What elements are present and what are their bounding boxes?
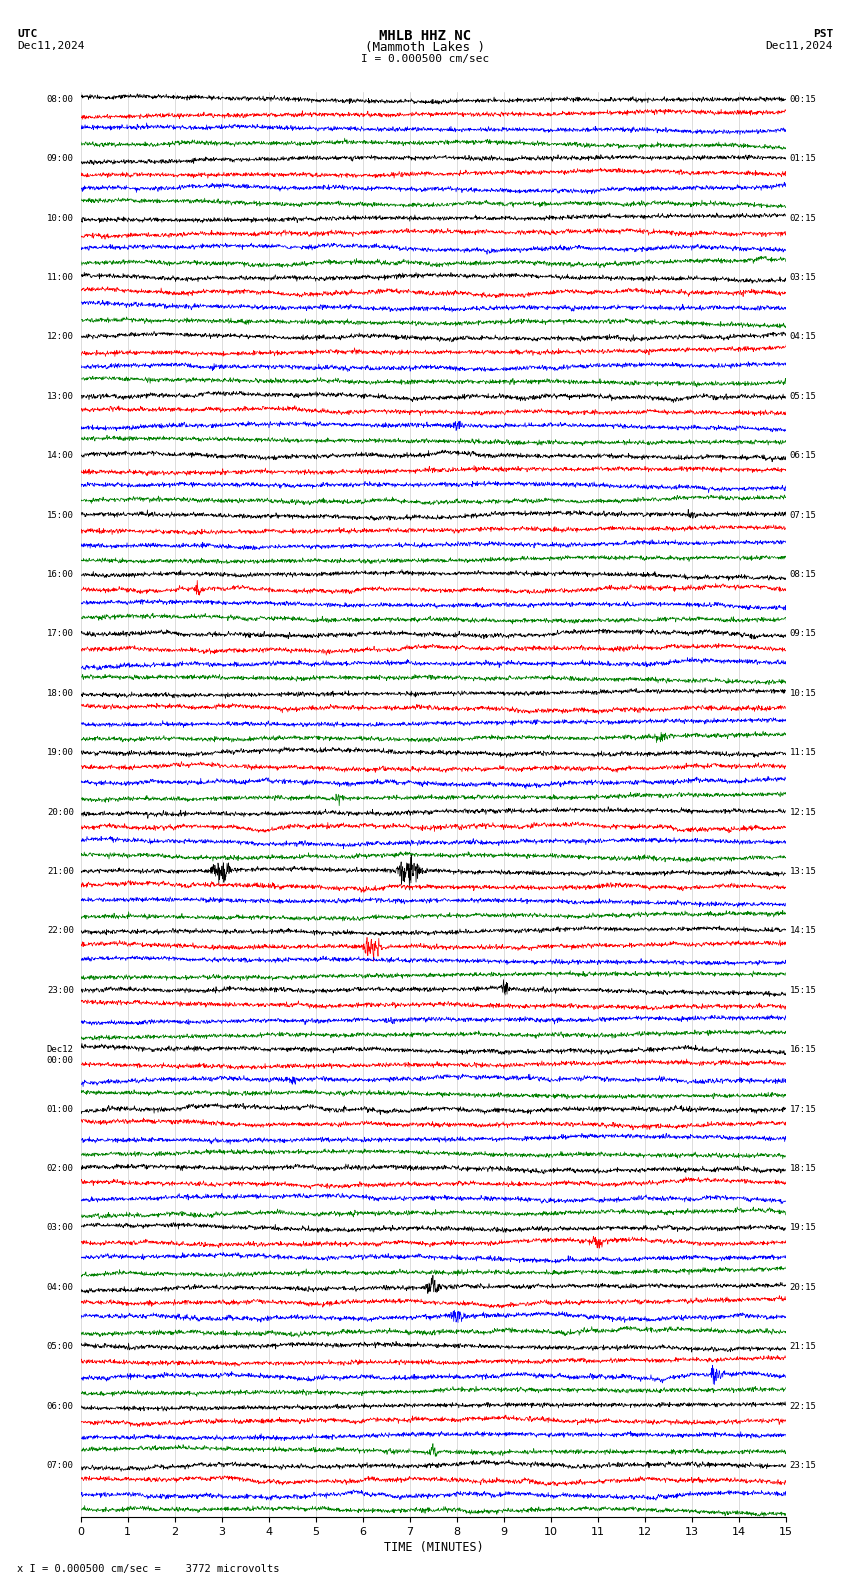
Text: 02:15: 02:15 (790, 214, 817, 223)
Text: 17:15: 17:15 (790, 1104, 817, 1114)
Text: 04:00: 04:00 (47, 1283, 74, 1293)
Text: 23:00: 23:00 (47, 985, 74, 995)
Text: 00:15: 00:15 (790, 95, 817, 105)
Text: 16:00: 16:00 (47, 570, 74, 580)
Text: 12:00: 12:00 (47, 333, 74, 342)
Text: 11:15: 11:15 (790, 748, 817, 757)
Text: 05:00: 05:00 (47, 1342, 74, 1351)
Text: 18:15: 18:15 (790, 1164, 817, 1174)
Text: 21:00: 21:00 (47, 866, 74, 876)
Text: 09:00: 09:00 (47, 154, 74, 163)
Text: Dec12
00:00: Dec12 00:00 (47, 1045, 74, 1064)
Text: 23:15: 23:15 (790, 1460, 817, 1470)
Text: 06:15: 06:15 (790, 451, 817, 461)
Text: Dec11,2024: Dec11,2024 (17, 41, 84, 51)
Text: I = 0.000500 cm/sec: I = 0.000500 cm/sec (361, 54, 489, 63)
Text: Dec11,2024: Dec11,2024 (766, 41, 833, 51)
Text: (Mammoth Lakes ): (Mammoth Lakes ) (365, 41, 485, 54)
Text: 14:00: 14:00 (47, 451, 74, 461)
Text: x I = 0.000500 cm/sec =    3772 microvolts: x I = 0.000500 cm/sec = 3772 microvolts (17, 1565, 280, 1574)
Text: 19:00: 19:00 (47, 748, 74, 757)
Text: 13:00: 13:00 (47, 391, 74, 401)
Text: PST: PST (813, 29, 833, 38)
Text: 15:15: 15:15 (790, 985, 817, 995)
Text: 01:00: 01:00 (47, 1104, 74, 1114)
Text: 21:15: 21:15 (790, 1342, 817, 1351)
Text: 16:15: 16:15 (790, 1045, 817, 1055)
Text: 06:00: 06:00 (47, 1402, 74, 1411)
Text: 15:00: 15:00 (47, 510, 74, 520)
Text: 05:15: 05:15 (790, 391, 817, 401)
Text: 10:15: 10:15 (790, 689, 817, 699)
X-axis label: TIME (MINUTES): TIME (MINUTES) (383, 1541, 484, 1554)
Text: 08:00: 08:00 (47, 95, 74, 105)
Text: 03:00: 03:00 (47, 1223, 74, 1232)
Text: 03:15: 03:15 (790, 272, 817, 282)
Text: 02:00: 02:00 (47, 1164, 74, 1174)
Text: 22:15: 22:15 (790, 1402, 817, 1411)
Text: 01:15: 01:15 (790, 154, 817, 163)
Text: MHLB HHZ NC: MHLB HHZ NC (379, 29, 471, 43)
Text: 13:15: 13:15 (790, 866, 817, 876)
Text: UTC: UTC (17, 29, 37, 38)
Text: 12:15: 12:15 (790, 808, 817, 817)
Text: 04:15: 04:15 (790, 333, 817, 342)
Text: 11:00: 11:00 (47, 272, 74, 282)
Text: 09:15: 09:15 (790, 629, 817, 638)
Text: 22:00: 22:00 (47, 927, 74, 936)
Text: 20:15: 20:15 (790, 1283, 817, 1293)
Text: 07:00: 07:00 (47, 1460, 74, 1470)
Text: 14:15: 14:15 (790, 927, 817, 936)
Text: 07:15: 07:15 (790, 510, 817, 520)
Text: 19:15: 19:15 (790, 1223, 817, 1232)
Text: 18:00: 18:00 (47, 689, 74, 699)
Text: 17:00: 17:00 (47, 629, 74, 638)
Text: 10:00: 10:00 (47, 214, 74, 223)
Text: 08:15: 08:15 (790, 570, 817, 580)
Text: 20:00: 20:00 (47, 808, 74, 817)
